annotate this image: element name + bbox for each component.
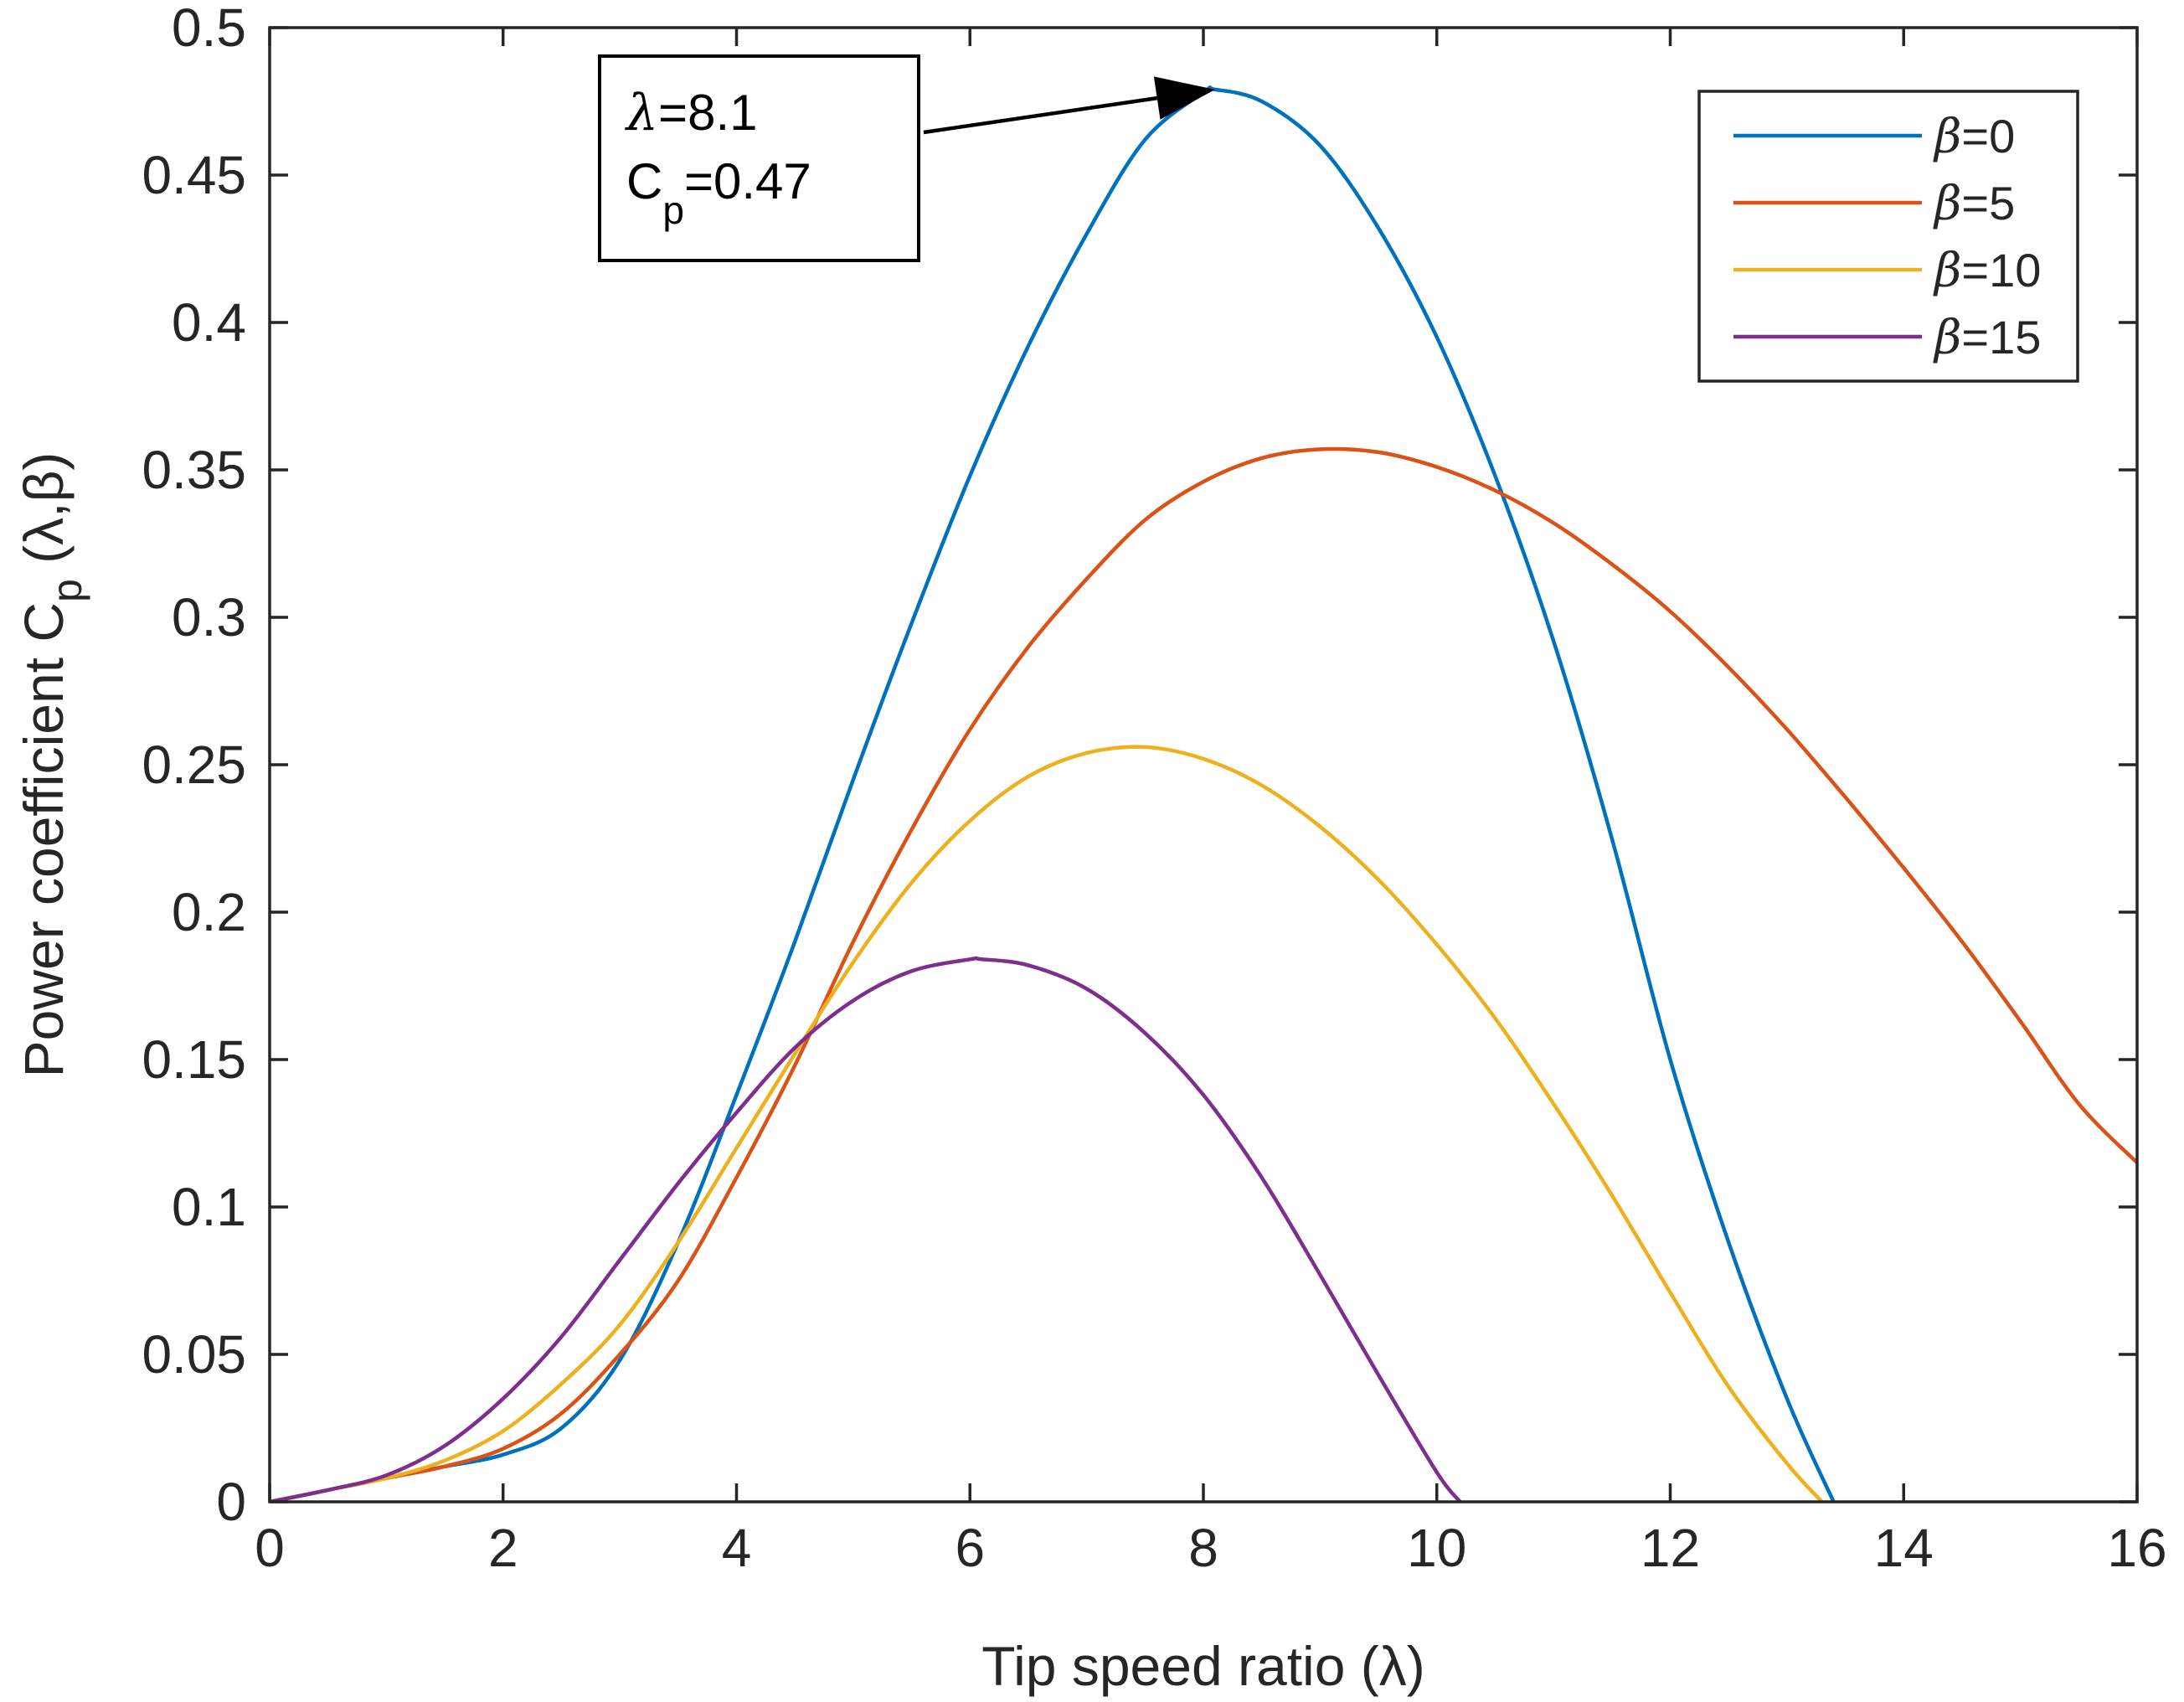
x-tick-label: 16 <box>2107 1518 2166 1578</box>
x-tick-label: 4 <box>722 1518 752 1578</box>
series-line-beta-0 <box>270 85 1836 1502</box>
legend-label: β=15 <box>1933 311 2041 365</box>
y-tick-label: 0.35 <box>142 440 246 500</box>
annotation-cp-value: =0.47 <box>684 153 811 209</box>
legend: β=0 β=5 β=10 β=15 <box>1697 90 2079 383</box>
y-tick-label: 0.45 <box>142 145 246 205</box>
y-axis-title-sub: p <box>44 579 90 602</box>
x-tick-label: 14 <box>1874 1518 1934 1578</box>
x-tick-label: 2 <box>488 1518 518 1578</box>
annotation-arrow <box>923 95 1158 135</box>
series-line-beta-15 <box>270 956 1462 1502</box>
y-tick-label: 0.3 <box>172 587 246 647</box>
y-tick-label: 0 <box>216 1472 246 1532</box>
x-axis-title: Tip speed ratio (λ) <box>981 1635 1424 1697</box>
y-tick-label: 0.5 <box>172 0 246 58</box>
legend-label: β=10 <box>1933 244 2041 298</box>
x-tick-label: 8 <box>1188 1518 1218 1578</box>
annotation-lambda-symbol: λ <box>625 84 658 142</box>
legend-box <box>1697 90 2079 383</box>
y-tick-label: 0.1 <box>172 1177 246 1237</box>
y-tick-label: 0.4 <box>172 292 246 353</box>
series-line-beta-5 <box>270 446 2137 1502</box>
x-tick-label: 12 <box>1641 1518 1700 1578</box>
y-tick-label: 0.2 <box>172 882 246 942</box>
annotation-cp-sub: p <box>662 188 684 232</box>
y-tick-label: 0.05 <box>142 1324 246 1385</box>
x-tick-label: 6 <box>955 1518 985 1578</box>
annotation-lambda-value: =8.1 <box>658 85 757 141</box>
y-tick-label: 0.25 <box>142 735 246 795</box>
legend-label: β=5 <box>1933 177 2015 231</box>
annotation-box <box>598 54 920 262</box>
annotation-lambda-line: λ=8.1 <box>625 84 757 142</box>
y-axis-title: Power coefficient Cp (λ,β) <box>13 452 90 1078</box>
annotation-arrow-head <box>1153 76 1215 120</box>
peak-annotation: λ=8.1 Cp=0.47 <box>598 54 1215 262</box>
legend-label: β=0 <box>1933 110 2015 164</box>
annotation-cp-line: Cp=0.47 <box>626 153 811 232</box>
x-tick-label: 10 <box>1407 1518 1466 1578</box>
annotation-cp-main: C <box>626 153 662 209</box>
y-axis-title-main: Power coefficient C <box>13 602 75 1077</box>
plot-frame <box>268 26 2139 1503</box>
y-tick-label: 0.15 <box>142 1029 246 1090</box>
y-axis-title-tail: (λ,β) <box>13 452 75 580</box>
x-tick-label: 0 <box>255 1518 285 1578</box>
series-line-beta-10 <box>270 745 1824 1502</box>
